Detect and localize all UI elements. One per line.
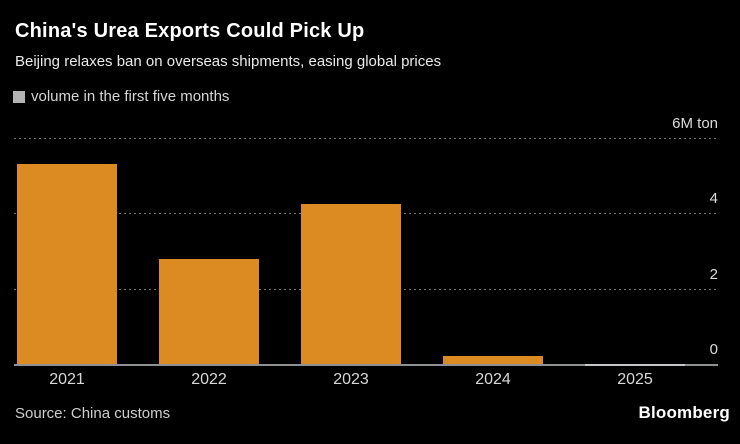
x-axis-baseline bbox=[14, 364, 718, 366]
source-text: Source: China customs bbox=[15, 405, 171, 422]
bar-2021 bbox=[17, 164, 117, 364]
page-title: China's Urea Exports Could Pick Up bbox=[15, 20, 365, 42]
page-subtitle: Beijing relaxes ban on overseas shipment… bbox=[15, 53, 442, 70]
bloomberg-logo: Bloomberg bbox=[638, 403, 730, 422]
bar-2024 bbox=[443, 356, 543, 364]
chart-legend: volume in the first five months bbox=[13, 88, 229, 105]
y-axis-label-4: 4 bbox=[709, 190, 718, 208]
legend-swatch-icon bbox=[13, 90, 25, 103]
bar-2025 bbox=[585, 364, 685, 366]
bar-2022 bbox=[159, 259, 259, 364]
legend-label: volume in the first five months bbox=[31, 88, 230, 105]
y-axis-label-2: 2 bbox=[709, 265, 718, 283]
x-axis-label-2024: 2024 bbox=[475, 371, 511, 388]
bar-2023 bbox=[301, 204, 401, 364]
gridline-6 bbox=[14, 138, 718, 139]
y-axis-label-0: 0 bbox=[709, 341, 718, 358]
y-axis-label-6: 6M ton bbox=[672, 115, 718, 132]
x-axis-label-2022: 2022 bbox=[191, 371, 227, 388]
x-axis-label-2023: 2023 bbox=[333, 371, 369, 388]
x-axis-label-2021: 2021 bbox=[49, 371, 85, 388]
chart-plot-area: 6M ton 4 2 0 2021 2022 2023 2024 2025 bbox=[14, 116, 718, 388]
x-axis-label-2025: 2025 bbox=[617, 371, 653, 388]
